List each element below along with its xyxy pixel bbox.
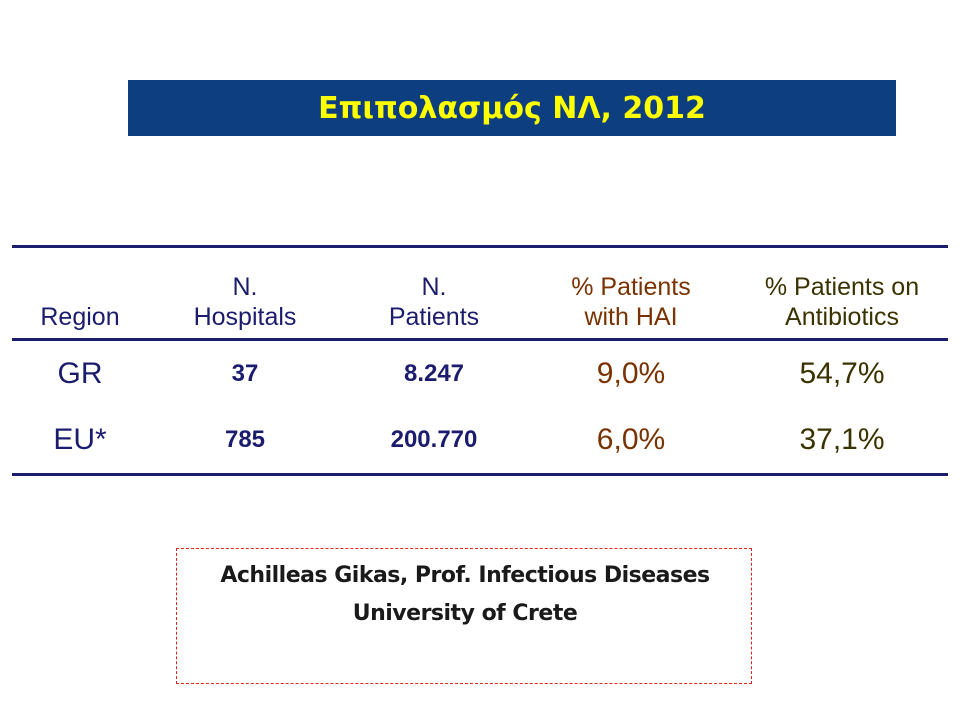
cell-region: EU* (53, 423, 107, 456)
cell-hai: 6,0% (596, 423, 666, 456)
header-antibiotics: % Patients on Antibiotics (736, 247, 948, 340)
header-hospitals: N. Hospitals (148, 247, 342, 340)
author-name: Achilleas Gikas, Prof. Infectious Diseas… (220, 563, 710, 588)
title-banner: Επιπολασμός ΝΛ, 2012 (128, 80, 896, 136)
header-hospitals-line1: N. (232, 273, 258, 301)
header-hai: % Patients with HAI (526, 247, 736, 340)
author-affiliation: University of Crete (352, 601, 578, 626)
author-box: Achilleas Gikas, Prof. Infectious Diseas… (176, 548, 752, 684)
cell-region: GR (57, 357, 103, 390)
header-region: Region (12, 247, 148, 340)
cell-hospitals: 785 (224, 426, 266, 453)
prevalence-table: Region N. Hospitals N. Patients % Patien… (12, 245, 948, 476)
slide-title: Επιπολασμός ΝΛ, 2012 (318, 90, 706, 126)
header-region-label: Region (40, 303, 120, 331)
cell-hai: 9,0% (596, 357, 666, 390)
header-hospitals-line2: Hospitals (193, 303, 297, 331)
header-hai-line1: % Patients (571, 273, 691, 301)
table-row-gr: GR 37 8.247 9,0% 54,7% (12, 340, 948, 408)
header-patients: N. Patients (342, 247, 526, 340)
cell-patients: 8.247 (403, 360, 465, 387)
cell-patients: 200.770 (390, 426, 478, 453)
header-hai-line2: with HAI (584, 303, 678, 331)
header-patients-line2: Patients (388, 303, 480, 331)
header-antibiotics-line2: Antibiotics (785, 303, 899, 331)
cell-antibiotics: 54,7% (799, 357, 885, 390)
header-patients-line1: N. (421, 273, 447, 301)
cell-antibiotics: 37,1% (799, 423, 885, 456)
header-antibiotics-line1: % Patients on (764, 273, 920, 301)
table-header-row: Region N. Hospitals N. Patients % Patien… (12, 246, 948, 340)
cell-hospitals: 37 (231, 360, 259, 387)
table-row-eu: EU* 785 200.770 6,0% 37,1% (12, 407, 948, 475)
